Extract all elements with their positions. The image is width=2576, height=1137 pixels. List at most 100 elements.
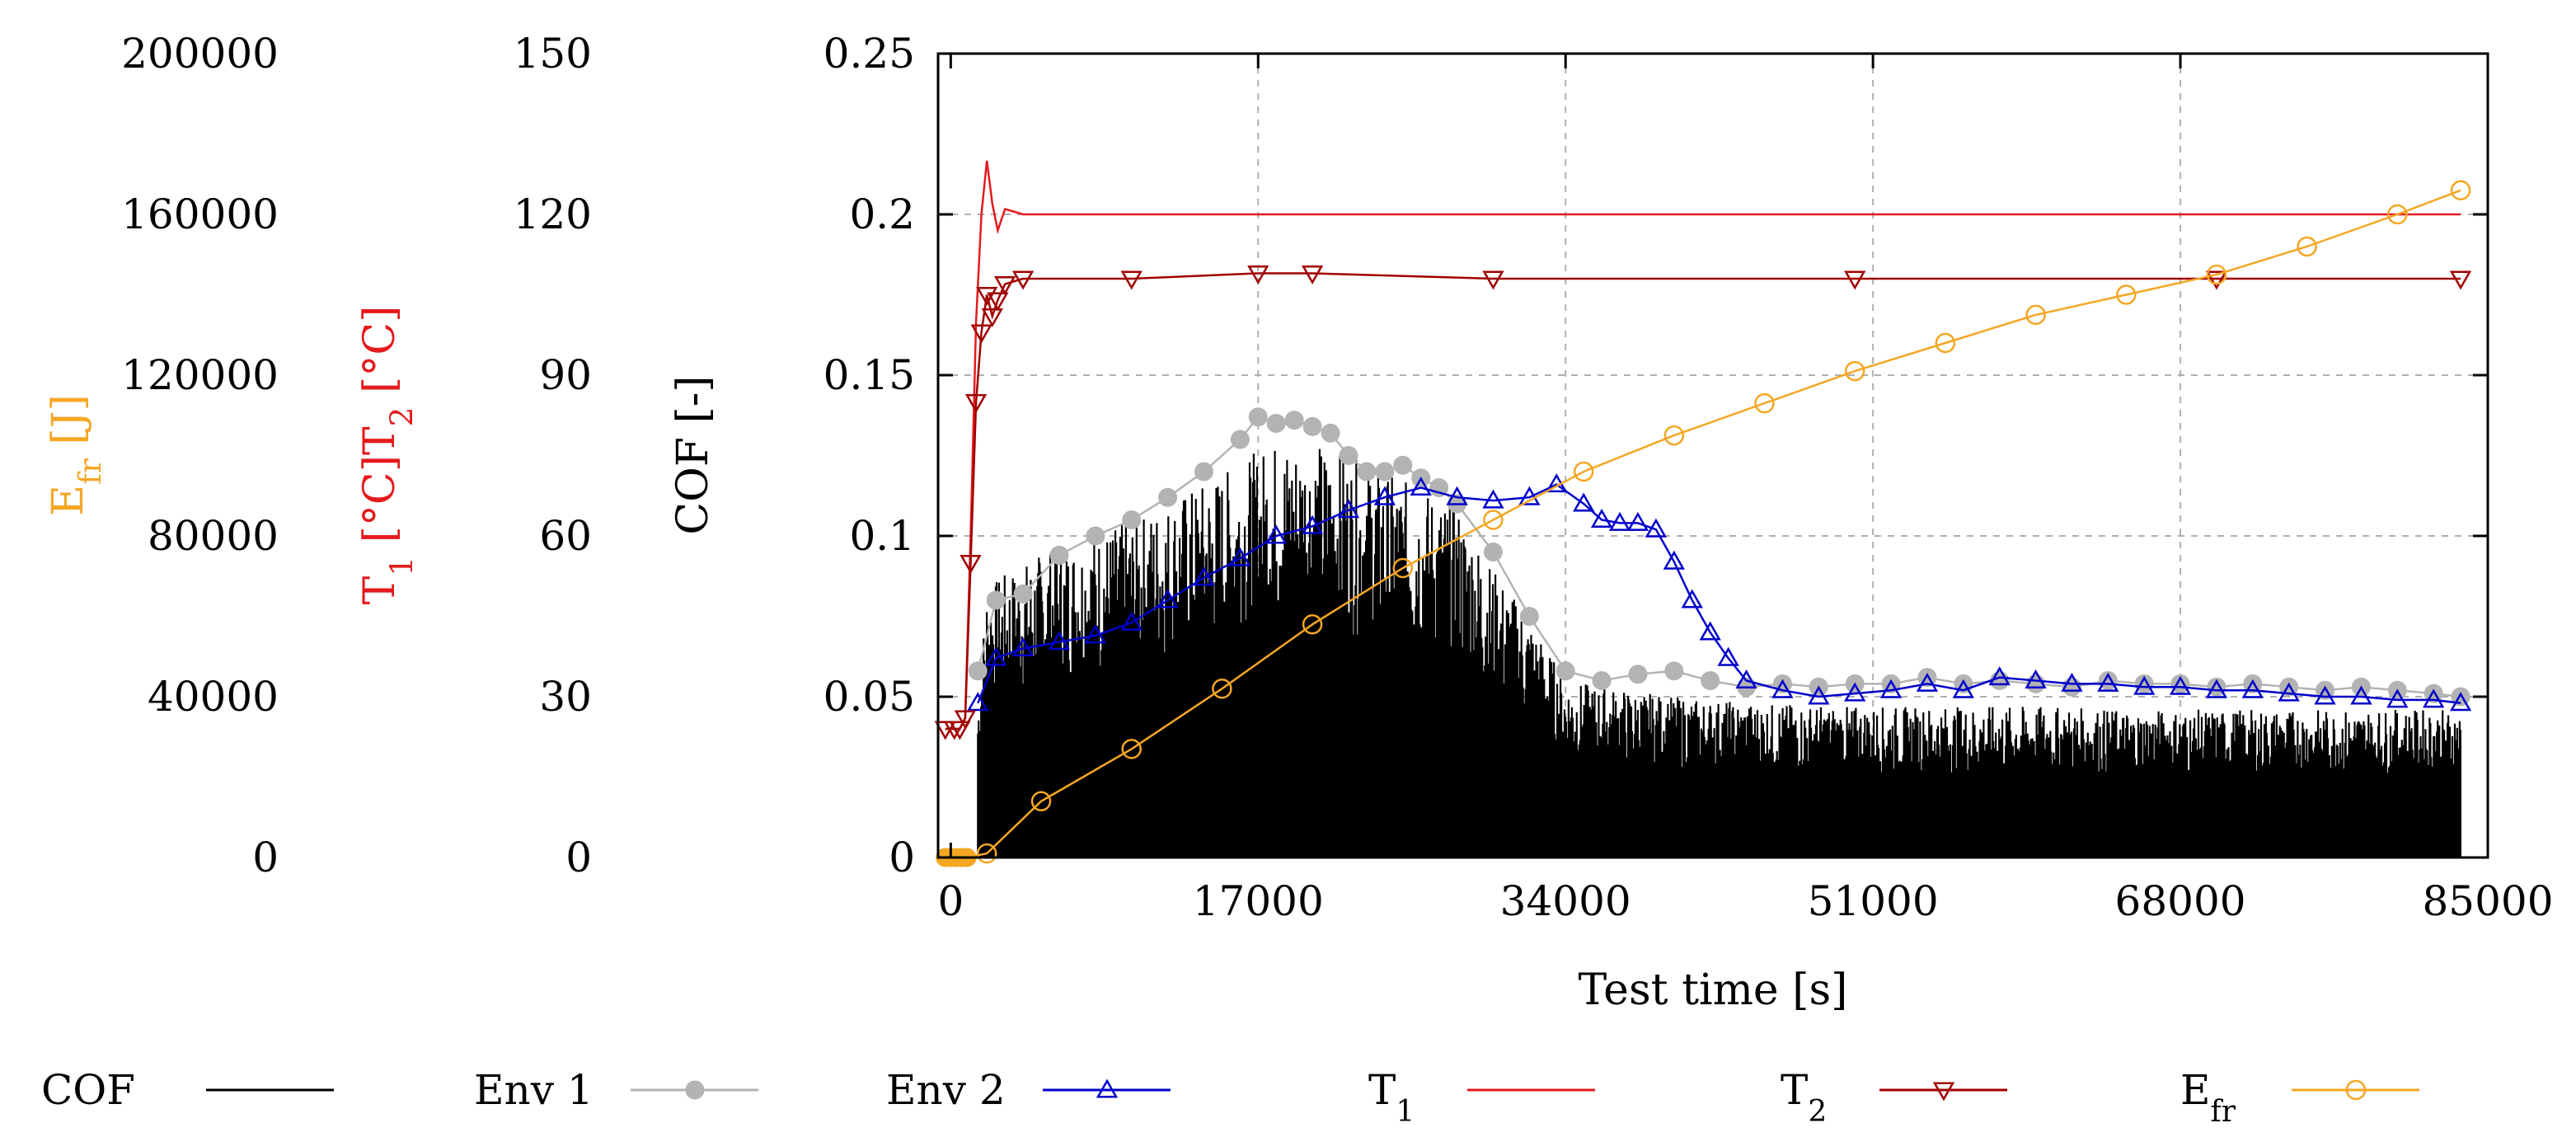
data-point xyxy=(1302,614,1323,635)
data-point xyxy=(976,287,998,307)
legend-label: COF xyxy=(41,1066,135,1114)
data-point xyxy=(1608,511,1631,531)
axes-layer: 0 17000 34000 51000 68000 85000 0 0.05 0.1 0.15 0.… xyxy=(121,30,2553,925)
data-point xyxy=(987,292,1009,312)
energy-tick-label: 200000 xyxy=(121,30,279,78)
data-point xyxy=(1572,492,1595,512)
data-point xyxy=(1086,526,1105,546)
legend-label: T1 xyxy=(1368,1066,1415,1129)
legend-label: T2 xyxy=(1781,1066,1827,1129)
data-point xyxy=(1301,514,1324,534)
data-point xyxy=(949,721,971,740)
data-point xyxy=(1573,461,1594,482)
plot-frame xyxy=(936,52,2489,859)
data-point xyxy=(2025,304,2046,326)
x-tick-label: 51000 xyxy=(1808,877,1939,925)
cof-tick-label: 0.25 xyxy=(823,30,915,78)
data-point xyxy=(960,555,982,575)
data-point xyxy=(1446,486,1468,505)
data-point xyxy=(1626,511,1649,531)
data-point xyxy=(1157,589,1179,608)
data-point xyxy=(1122,510,1142,529)
data-point xyxy=(1754,392,1775,414)
data-point xyxy=(1590,508,1613,528)
data-point xyxy=(2387,204,2408,225)
data-point xyxy=(1482,270,1504,290)
data-point xyxy=(1337,499,1360,519)
cof-signal xyxy=(977,449,2461,857)
data-point xyxy=(2278,682,2300,702)
data-point xyxy=(1193,566,1215,586)
data-point xyxy=(985,646,1007,666)
gridlines xyxy=(938,54,2488,857)
data-point xyxy=(1375,462,1395,482)
data-point xyxy=(1373,486,1396,505)
data-point xyxy=(2025,669,2047,688)
data-point xyxy=(1011,637,1035,656)
data-point xyxy=(1952,679,1974,698)
data-point xyxy=(1628,665,1648,684)
data-point xyxy=(1392,557,1414,579)
data-point xyxy=(1265,524,1288,544)
cof-tick-label: 0.05 xyxy=(823,673,915,721)
data-point xyxy=(1158,487,1178,507)
energy-tick-label: 80000 xyxy=(148,512,279,560)
series-cof xyxy=(977,449,2461,857)
data-point xyxy=(1483,543,1503,561)
data-point xyxy=(1592,671,1612,690)
data-point xyxy=(1519,607,1539,626)
data-point xyxy=(976,843,997,864)
data-point xyxy=(1357,462,1377,482)
data-point xyxy=(1879,679,1903,698)
data-point xyxy=(1717,646,1739,666)
legend-marker xyxy=(1932,1082,1955,1102)
legend-item: Efr xyxy=(2180,1066,2419,1129)
data-point xyxy=(967,692,989,712)
series-line xyxy=(945,272,2461,731)
data-point xyxy=(1229,547,1251,566)
legend-item: T2 xyxy=(1781,1066,2007,1129)
data-point xyxy=(1247,265,1269,285)
data-point xyxy=(1771,679,1794,698)
energy-axis-title: Efr [J] xyxy=(44,394,108,516)
data-point xyxy=(1212,679,1232,699)
data-point xyxy=(2449,692,2472,712)
data-point xyxy=(2423,688,2445,708)
data-point xyxy=(964,394,988,414)
data-point xyxy=(1321,423,1340,443)
temperature-axis-title: T1 [°C]T2 [°C] xyxy=(355,306,420,605)
data-point xyxy=(2133,675,2156,695)
temp-tick-label: 60 xyxy=(539,512,592,560)
data-point xyxy=(1302,416,1322,436)
series-env-2 xyxy=(967,473,2472,712)
data-point xyxy=(994,276,1016,296)
data-point xyxy=(1518,486,1541,505)
data-point xyxy=(1266,414,1286,433)
data-point xyxy=(2206,264,2227,285)
data-point xyxy=(1120,611,1143,631)
legend-label: Env 2 xyxy=(886,1066,1006,1114)
data-point xyxy=(954,710,977,730)
data-point xyxy=(1011,270,1035,290)
series-t2 xyxy=(934,265,2472,740)
data-point xyxy=(1013,584,1033,604)
x-axis-title: Test time [s] xyxy=(1579,966,1848,1015)
energy-tick-label: 160000 xyxy=(121,190,279,238)
legend-item: Env 2 xyxy=(886,1066,1171,1114)
data-point xyxy=(1735,669,1757,688)
data-point xyxy=(2061,672,2083,692)
legend: COF Env 1 Env 2 T1 T2 Efr xyxy=(41,1066,2419,1129)
data-point xyxy=(1248,407,1268,427)
legend-label: Env 1 xyxy=(474,1066,594,1114)
data-point xyxy=(1555,661,1575,681)
data-point xyxy=(1084,624,1107,644)
x-tick-label: 0 xyxy=(937,877,964,925)
x-tick-label: 68000 xyxy=(2115,877,2246,925)
data-point xyxy=(1120,270,1143,290)
temp-tick-label: 30 xyxy=(539,673,592,721)
data-point xyxy=(2169,675,2192,695)
data-point xyxy=(1663,550,1685,570)
cof-axis-title: COF [-] xyxy=(669,375,718,534)
legend-item: COF xyxy=(41,1066,334,1114)
